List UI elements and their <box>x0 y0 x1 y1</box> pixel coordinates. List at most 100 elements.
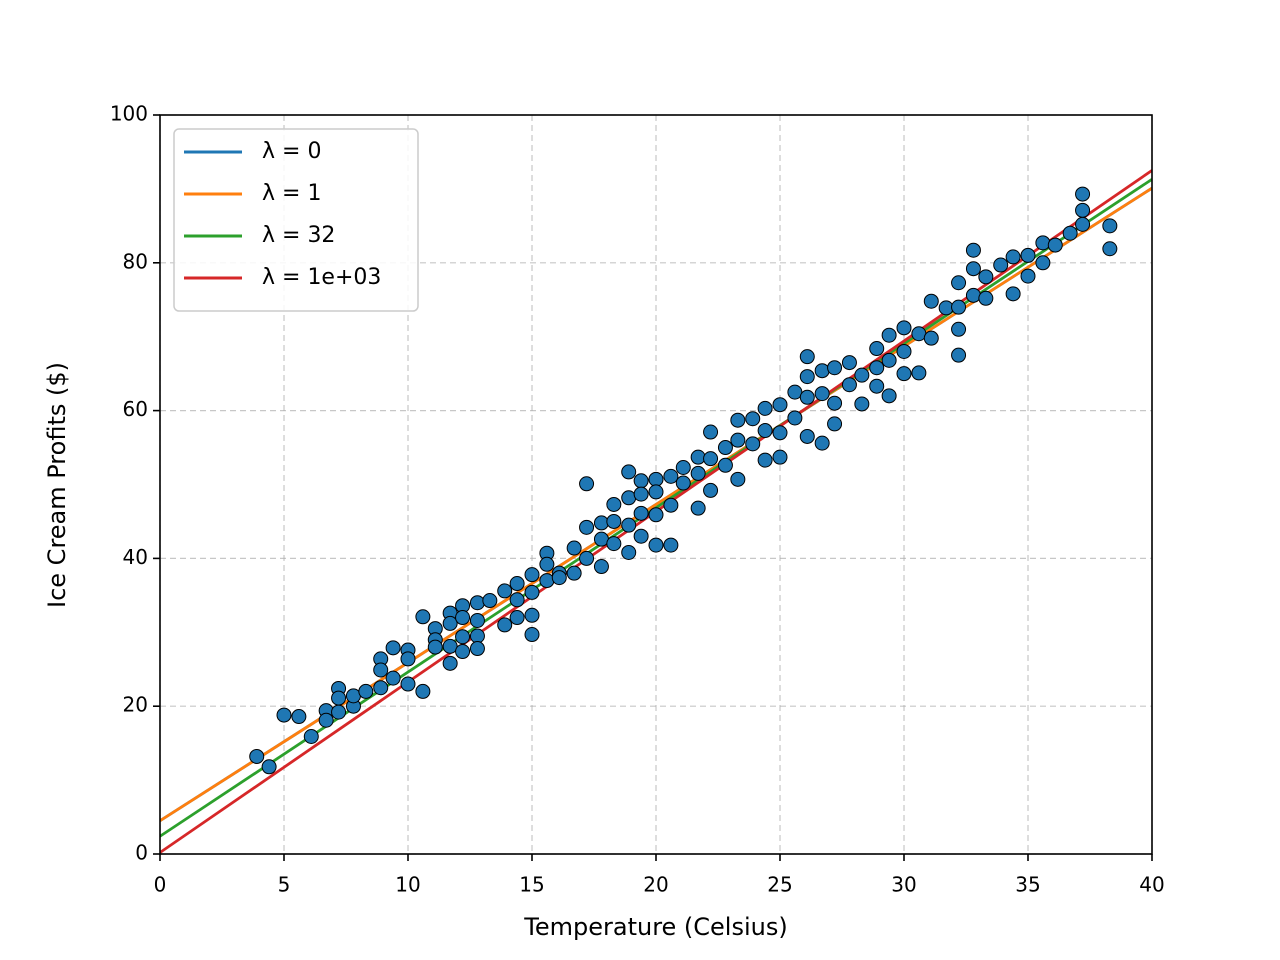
data-point <box>579 476 595 492</box>
data-point <box>896 343 912 359</box>
x-tick-label: 40 <box>1139 873 1164 897</box>
legend-label: λ = 1e+03 <box>262 265 381 290</box>
data-point <box>469 628 485 644</box>
x-tick-label: 25 <box>767 873 792 897</box>
x-tick-label: 15 <box>519 873 544 897</box>
data-point <box>978 290 994 306</box>
data-point <box>690 465 706 481</box>
data-point <box>373 680 389 696</box>
data-point <box>663 537 679 553</box>
data-point <box>345 688 361 704</box>
data-point <box>841 377 857 393</box>
data-point <box>633 505 649 521</box>
x-tick-label: 30 <box>891 873 916 897</box>
y-tick-label: 60 <box>123 397 148 421</box>
data-point <box>400 676 416 692</box>
data-point <box>1005 286 1021 302</box>
data-point <box>881 352 897 368</box>
data-point <box>1020 247 1036 263</box>
data-point <box>757 452 773 468</box>
data-point <box>787 384 803 400</box>
data-point <box>539 573 555 589</box>
data-point <box>869 360 885 376</box>
data-point <box>509 592 525 608</box>
ticks: 0 5 10 15 20 25 30 35 40 0 20 40 60 80 100 <box>110 102 1165 897</box>
x-tick-label: 35 <box>1015 873 1040 897</box>
data-point <box>1102 218 1118 234</box>
data-point <box>869 341 885 357</box>
data-point <box>663 468 679 484</box>
legend: λ = 0 λ = 1 λ = 32 λ = 1e+03 <box>173 128 419 312</box>
data-point <box>772 449 788 465</box>
data-point <box>415 609 431 625</box>
data-point <box>621 544 637 560</box>
data-point <box>881 388 897 404</box>
data-point <box>593 515 609 531</box>
y-tick-label: 80 <box>123 249 148 273</box>
data-point <box>469 641 485 657</box>
data-point <box>593 531 609 547</box>
data-point <box>524 584 540 600</box>
data-point <box>799 349 815 365</box>
data-point <box>717 440 733 456</box>
data-point <box>923 293 939 309</box>
data-point <box>827 395 843 411</box>
data-point <box>524 627 540 643</box>
x-tick-label: 5 <box>278 873 291 897</box>
data-point <box>814 363 830 379</box>
data-point <box>606 496 622 512</box>
data-point <box>896 366 912 382</box>
data-point <box>1075 202 1091 218</box>
data-point <box>951 321 967 337</box>
data-point <box>606 536 622 552</box>
data-point <box>965 261 981 277</box>
data-point <box>1075 216 1091 232</box>
data-point <box>717 457 733 473</box>
data-point <box>663 497 679 513</box>
data-point <box>703 451 719 467</box>
data-point <box>648 471 664 487</box>
data-point <box>923 330 939 346</box>
data-point <box>633 528 649 544</box>
data-point <box>690 500 706 516</box>
data-point <box>896 320 912 336</box>
data-point <box>869 378 885 394</box>
data-point <box>1047 237 1063 253</box>
data-point <box>1020 268 1036 284</box>
data-point <box>497 617 513 633</box>
data-point <box>730 412 746 428</box>
data-point <box>482 593 498 609</box>
data-point <box>965 287 981 303</box>
data-point <box>745 411 761 427</box>
data-point <box>911 365 927 381</box>
data-point <box>730 432 746 448</box>
data-point <box>799 428 815 444</box>
data-point <box>400 651 416 667</box>
data-point <box>621 517 637 533</box>
data-point <box>442 615 458 631</box>
x-axis-label: Temperature (Celsius) <box>523 913 787 941</box>
data-point <box>579 519 595 535</box>
data-point <box>799 369 815 385</box>
data-point <box>951 299 967 315</box>
data-point <box>841 355 857 371</box>
data-point <box>633 473 649 489</box>
data-point <box>1062 225 1078 241</box>
data-point <box>978 269 994 285</box>
y-tick-label: 20 <box>123 693 148 717</box>
data-point <box>757 423 773 439</box>
data-point <box>772 425 788 441</box>
data-point <box>951 275 967 291</box>
data-point <box>415 683 431 699</box>
data-point <box>276 707 292 723</box>
data-point <box>1102 241 1118 257</box>
data-point <box>621 490 637 506</box>
data-point <box>385 640 401 656</box>
data-point <box>648 537 664 553</box>
x-tick-label: 10 <box>395 873 420 897</box>
data-point <box>358 683 374 699</box>
data-point <box>814 386 830 402</box>
data-point <box>703 482 719 498</box>
data-point <box>442 638 458 654</box>
